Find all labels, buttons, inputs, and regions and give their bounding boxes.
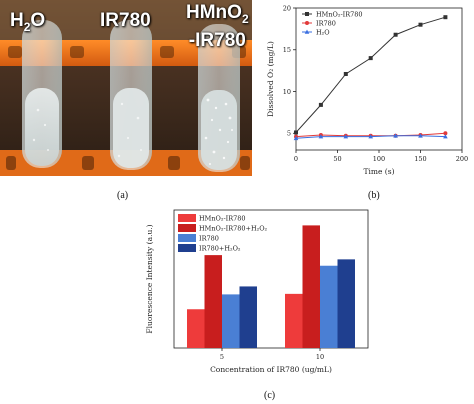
caption-a: (a) (117, 190, 129, 201)
x-tick-label: 0 (294, 155, 298, 163)
bar (337, 259, 355, 348)
legend-swatch (178, 234, 196, 242)
x-tick-label: 50 (333, 155, 341, 163)
legend-label: IR780 (316, 19, 336, 27)
tube-hmno2-ir780 (198, 24, 240, 172)
bar (222, 294, 240, 348)
caption-b: (b) (368, 190, 380, 201)
data-point (293, 135, 299, 141)
caption-c: (c) (264, 390, 276, 401)
tube-label-hmno2-ir780: HMnO2 -IR780 (186, 2, 249, 51)
x-tick-label: 200 (456, 155, 468, 163)
data-point (418, 22, 423, 27)
x-tick-label: 5 (220, 353, 224, 361)
data-point (443, 134, 448, 139)
series-0 (294, 15, 448, 135)
bar-chart-panel: 5 10 Concentration of IR780 (ug/mL) Fluores… (140, 206, 374, 388)
data-point (318, 134, 324, 139)
data-point (443, 131, 448, 136)
data-point (393, 133, 398, 138)
legend-label: H₂O (316, 28, 330, 36)
x-axis-label: Concentration of IR780 (ug/mL) (210, 365, 332, 374)
y-axis-label: Fluorescence Intensity (a.u.) (145, 224, 154, 333)
data-point (343, 71, 348, 76)
legend-label: HMnO₂-IR780+H₂O₂ (199, 225, 268, 233)
data-point (343, 134, 349, 139)
tube-ir780 (110, 20, 152, 170)
y-tick-label: 15 (283, 46, 291, 54)
legend-label: HMnO₂-IR780 (199, 215, 246, 223)
data-point (305, 12, 309, 16)
bar (239, 286, 257, 348)
y-axis-label: Dissolved O₂ (mg/L) (266, 41, 275, 117)
data-point (304, 29, 310, 34)
bar (320, 265, 338, 348)
data-point (368, 134, 373, 139)
data-point (443, 15, 448, 20)
plot-frame (173, 209, 369, 349)
data-point (368, 56, 373, 61)
bar (187, 309, 205, 348)
bar (302, 225, 320, 348)
series-2 (293, 133, 448, 141)
legend-swatch (178, 224, 196, 232)
bar (204, 255, 222, 348)
x-tick-label: 150 (414, 155, 426, 163)
legend-label: IR780+H₂O₂ (199, 245, 241, 253)
test-tubes-photo (0, 0, 252, 176)
legend-label: HMnO₂-IR780 (316, 10, 363, 18)
data-point (418, 133, 423, 138)
x-tick-label: 10 (316, 353, 324, 361)
y-tick-label: 5 (287, 130, 291, 138)
y-tick-label: 10 (283, 88, 291, 96)
tube-water (22, 20, 62, 168)
photo-panel: H2O IR780 HMnO2 -IR780 (0, 0, 252, 176)
data-point (294, 130, 298, 135)
data-point (393, 32, 398, 37)
fluorescence-chart: 5 10 Concentration of IR780 (ug/mL) Fluores… (145, 209, 369, 374)
data-point (318, 102, 323, 107)
legend-label: IR780 (199, 235, 219, 243)
x-axis-label: Time (s) (363, 167, 394, 176)
dissolved-o2-chart: 0 50 100 150 200 5 10 15 20 Time (s) Dissolved O₂ … (266, 4, 468, 176)
bar (285, 293, 303, 348)
tube-label-ir780: IR780 (100, 10, 151, 31)
data-point (305, 21, 309, 25)
legend-swatch (178, 214, 196, 222)
y-tick-label: 20 (283, 4, 291, 12)
legend-swatch (178, 244, 196, 252)
tube-label-water: H2O (10, 10, 46, 34)
x-tick-label: 100 (373, 155, 385, 163)
line-chart-panel: 0 50 100 150 200 5 10 15 20 Time (s) Dissolved O₂ … (262, 0, 474, 186)
